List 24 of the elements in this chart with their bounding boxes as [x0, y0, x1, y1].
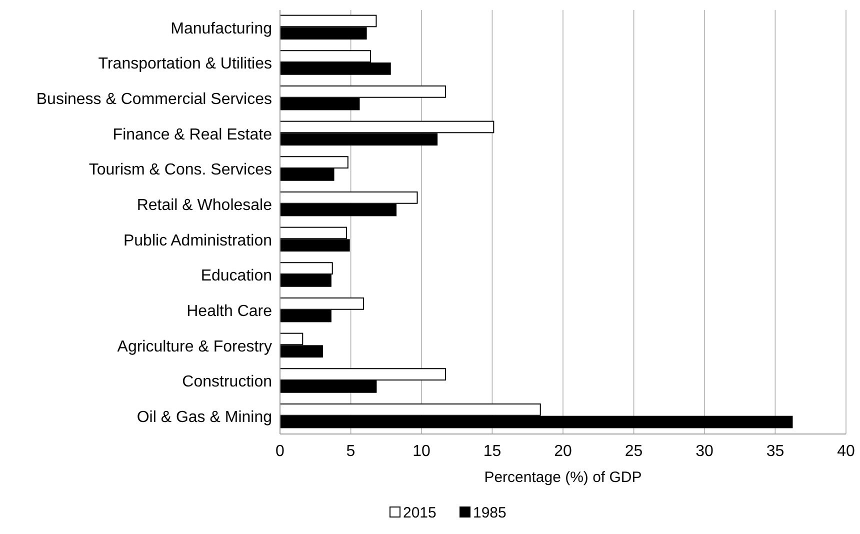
y-tick-label: Transportation & Utilities [98, 56, 272, 73]
x-tick-label: 30 [696, 443, 714, 460]
y-tick-label: Agriculture & Forestry [117, 338, 272, 356]
y-tick-label: Construction [182, 374, 272, 391]
y-tick-label: Public Administration [123, 232, 272, 250]
x-tick-label: 10 [412, 443, 430, 460]
y-tick-label: Education [200, 268, 272, 285]
x-tick-label: 15 [483, 443, 502, 460]
y-tick-label: Oil & Gas & Mining [136, 408, 272, 426]
y-tick-label: Business & Commercial Services [36, 90, 272, 108]
x-tick-label: 0 [276, 443, 285, 460]
legend-label: 2015 [403, 504, 436, 522]
x-axis-title: Percentage (%) of GDP [484, 469, 642, 486]
y-tick-label: Tourism & Cons. Services [88, 162, 272, 179]
x-tick-label: 40 [837, 443, 855, 460]
x-tick-label: 35 [766, 443, 784, 460]
x-tick-label: 20 [554, 443, 572, 460]
x-tick-label: 5 [346, 443, 356, 460]
y-tick-label: Finance & Real Estate [112, 126, 272, 144]
x-tick-label: 25 [624, 443, 643, 460]
y-tick-label: Health Care [186, 302, 272, 320]
y-tick-label: Retail & Wholesale [136, 196, 272, 214]
y-tick-label: Manufacturing [170, 20, 272, 38]
legend-label: 1985 [473, 504, 506, 522]
